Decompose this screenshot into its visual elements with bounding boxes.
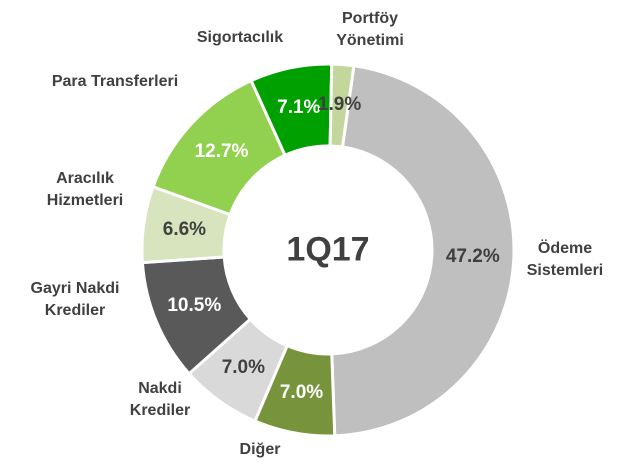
category-label: Sigortacılık bbox=[196, 29, 284, 46]
category-label: Aracılık Hizmetleri bbox=[46, 170, 124, 209]
category-label: Gayri Nakdi Krediler bbox=[30, 280, 120, 319]
category-label: Para Transferleri bbox=[51, 73, 179, 90]
value-label: 6.6% bbox=[162, 218, 207, 240]
category-label: Diğer bbox=[239, 441, 281, 458]
value-label: 10.5% bbox=[167, 295, 222, 317]
value-label: 47.2% bbox=[445, 246, 500, 268]
category-label: Portföy Yönetimi bbox=[336, 10, 404, 49]
value-label: 7.1% bbox=[277, 96, 321, 118]
category-label: Nakdi Krediler bbox=[129, 380, 191, 419]
value-label: 7.0% bbox=[279, 381, 324, 403]
value-label: 1.9% bbox=[317, 94, 362, 116]
category-label: Ödeme Sistemleri bbox=[526, 240, 604, 279]
donut-segment bbox=[330, 64, 516, 438]
center-label: 1Q17 bbox=[286, 230, 370, 269]
value-label: 12.7% bbox=[194, 140, 249, 162]
donut-segment bbox=[328, 62, 356, 149]
value-label: 7.0% bbox=[221, 356, 265, 378]
